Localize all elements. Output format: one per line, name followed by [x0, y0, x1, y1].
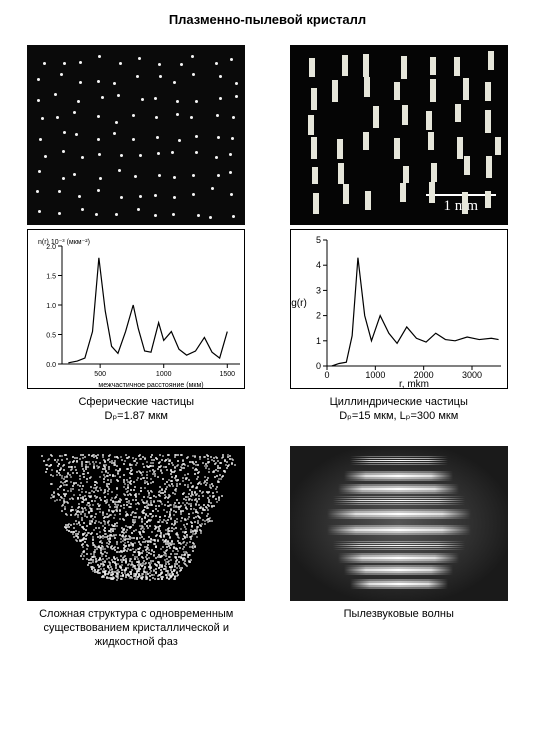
cell-chart-right: 0100020003000012345g(r)r, mkm Циллиндрич… — [283, 229, 516, 424]
svg-text:0.5: 0.5 — [47, 333, 57, 340]
svg-text:1.0: 1.0 — [47, 303, 57, 310]
svg-text:3: 3 — [316, 285, 321, 295]
svg-text:0.0: 0.0 — [47, 362, 57, 369]
svg-text:r, mkm: r, mkm — [399, 379, 429, 390]
image-dust-acoustic-waves — [290, 446, 508, 601]
svg-text:500: 500 — [95, 371, 107, 378]
cell-bottom-left: Сложная структура с одновременным сущест… — [20, 446, 253, 650]
svg-text:1500: 1500 — [220, 371, 236, 378]
svg-text:межчастичное расстояние (мкм): межчастичное расстояние (мкм) — [99, 382, 204, 389]
cell-bottom-right: Пылезвуковые волны — [283, 446, 516, 650]
caption-spherical-line2: Dₚ=1.87 мкм — [78, 409, 194, 423]
caption-cylindrical-line1: Циллиндрические частицы — [330, 395, 468, 409]
svg-text:1000: 1000 — [156, 371, 172, 378]
caption-cylindrical-line2: Dₚ=15 мкм, Lₚ=300 мкм — [330, 409, 468, 423]
caption-spherical-line1: Сферические частицы — [78, 395, 194, 409]
micrograph-spherical — [27, 45, 245, 225]
scale-bar-label: 1 mm — [443, 198, 478, 215]
svg-text:n(r) 10⁻³ (мкм⁻²): n(r) 10⁻³ (мкм⁻²) — [38, 239, 90, 246]
page-title: Плазменно-пылевой кристалл — [20, 12, 515, 27]
svg-text:5: 5 — [316, 235, 321, 245]
micrograph-cylindrical: 1 mm — [290, 45, 508, 225]
caption-cylindrical: Циллиндрические частицы Dₚ=15 мкм, Lₚ=30… — [330, 395, 468, 424]
svg-text:0: 0 — [324, 370, 329, 380]
svg-text:2: 2 — [316, 311, 321, 321]
svg-text:1: 1 — [316, 336, 321, 346]
svg-text:g(r): g(r) — [291, 298, 307, 309]
figure-grid: 1 mm 500100015000.00.51.01.52.0n(r) 10⁻³… — [20, 45, 515, 649]
cell-top-right: 1 mm — [283, 45, 516, 225]
caption-complex-structure: Сложная структура с одновременным сущест… — [27, 607, 245, 650]
svg-text:1000: 1000 — [365, 370, 385, 380]
chart-spherical-rdf: 500100015000.00.51.01.52.0n(r) 10⁻³ (мкм… — [27, 229, 245, 389]
cell-top-left — [20, 45, 253, 225]
caption-spherical: Сферические частицы Dₚ=1.87 мкм — [78, 395, 194, 424]
caption-dust-waves: Пылезвуковые волны — [344, 607, 454, 621]
svg-text:1.5: 1.5 — [47, 274, 57, 281]
chart-cylindrical-gr: 0100020003000012345g(r)r, mkm — [290, 229, 508, 389]
cell-chart-left: 500100015000.00.51.01.52.0n(r) 10⁻³ (мкм… — [20, 229, 253, 424]
svg-text:0: 0 — [316, 361, 321, 371]
svg-text:3000: 3000 — [462, 370, 482, 380]
svg-text:4: 4 — [316, 260, 321, 270]
image-complex-structure — [27, 446, 245, 601]
